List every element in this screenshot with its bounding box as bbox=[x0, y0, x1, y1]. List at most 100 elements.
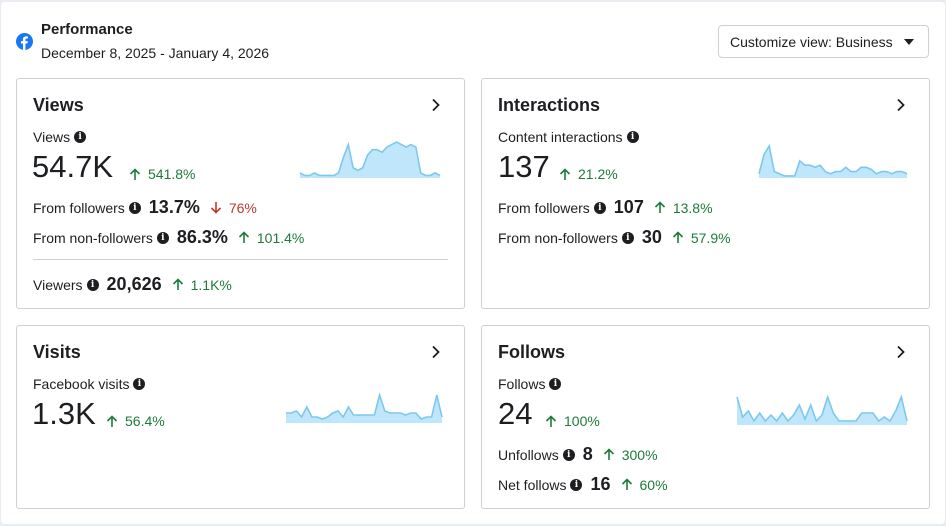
views-metric-label: Views i bbox=[33, 129, 87, 145]
from-followers-label: From followers bbox=[33, 199, 125, 216]
interactions-change-text: 21.2% bbox=[578, 166, 618, 182]
unfollows-row: Unfollows i 8 300% bbox=[498, 444, 658, 465]
from-non-followers-label: From non-followers bbox=[498, 229, 618, 246]
from-followers-value: 13.7% bbox=[148, 197, 200, 217]
follows-label-text: Follows bbox=[498, 376, 546, 392]
interactions-card-title: Interactions bbox=[498, 95, 601, 115]
chevron-right-icon[interactable] bbox=[896, 345, 906, 359]
from-followers-value: 107 bbox=[613, 197, 644, 217]
net-follows-label: Net follows bbox=[498, 476, 567, 493]
sparkline-line bbox=[736, 394, 908, 423]
views-card[interactable]: Views Views i 54.7K 541.8% From follower… bbox=[16, 78, 465, 309]
unfollows-change: 300% bbox=[603, 447, 658, 463]
visits-label-text: Facebook visits bbox=[33, 376, 130, 392]
customize-view-label: Customize view: Business bbox=[730, 33, 893, 50]
interactions-label-text: Content interactions bbox=[498, 129, 623, 145]
follows-change: 100% bbox=[545, 413, 600, 429]
from-followers-change-text: 76% bbox=[228, 199, 257, 216]
arrow-up-icon bbox=[172, 278, 183, 290]
net-follows-row: Net follows i 16 60% bbox=[498, 474, 668, 495]
from-non-followers-value: 30 bbox=[641, 227, 662, 247]
from-non-followers-value: 86.3% bbox=[176, 227, 228, 247]
unfollows-label: Unfollows bbox=[498, 446, 559, 463]
follows-metric-label: Follows i bbox=[498, 376, 562, 392]
interactions-from-non-followers-row: From non-followers i 30 57.9% bbox=[498, 227, 731, 248]
visits-value: 1.3K bbox=[32, 396, 96, 431]
info-icon[interactable]: i bbox=[621, 231, 634, 244]
follows-value: 24 bbox=[498, 396, 533, 431]
interactions-value: 137 bbox=[498, 149, 550, 184]
arrow-up-icon bbox=[129, 167, 141, 180]
sparkline-area bbox=[759, 146, 907, 178]
sparkline-area bbox=[300, 142, 440, 178]
follows-change-text: 100% bbox=[564, 413, 600, 429]
arrow-up-icon bbox=[106, 414, 118, 427]
visits-sparkline bbox=[286, 392, 443, 423]
chevron-right-icon[interactable] bbox=[896, 98, 906, 112]
visits-card-title: Visits bbox=[33, 342, 81, 362]
from-non-followers-label: From non-followers bbox=[33, 229, 153, 246]
viewers-change: 1.1K% bbox=[172, 277, 232, 293]
interactions-card[interactable]: Interactions Content interactions i 137 … bbox=[481, 78, 930, 309]
info-icon[interactable]: i bbox=[74, 131, 87, 143]
arrow-up-icon bbox=[654, 201, 665, 213]
viewers-label: Viewers bbox=[33, 276, 83, 293]
sparkline-line bbox=[299, 141, 441, 177]
follows-card-title: Follows bbox=[498, 342, 565, 362]
interactions-change: 21.2% bbox=[559, 166, 618, 182]
viewers-value: 20,626 bbox=[106, 274, 162, 294]
net-follows-change-text: 60% bbox=[639, 476, 668, 493]
viewers-row: Viewers i 20,626 1.1K% bbox=[33, 274, 232, 295]
views-value: 54.7K bbox=[32, 149, 114, 184]
caret-down-icon bbox=[904, 39, 914, 45]
views-change-text: 541.8% bbox=[148, 166, 196, 182]
interactions-sparkline bbox=[758, 143, 908, 178]
sparkline-line bbox=[758, 143, 908, 177]
sparkline-area bbox=[286, 395, 442, 423]
from-followers-change-text: 13.8% bbox=[672, 199, 713, 216]
from-followers-change: 13.8% bbox=[654, 200, 713, 216]
info-icon[interactable]: i bbox=[128, 201, 141, 214]
arrow-up-icon bbox=[603, 448, 614, 460]
info-icon[interactable]: i bbox=[593, 201, 606, 214]
info-icon[interactable]: i bbox=[626, 131, 639, 143]
chevron-right-icon[interactable] bbox=[431, 98, 441, 112]
customize-view-dropdown[interactable]: Customize view: Business bbox=[718, 25, 929, 58]
info-icon[interactable]: i bbox=[156, 231, 169, 244]
unfollows-change-text: 300% bbox=[621, 446, 658, 463]
info-icon[interactable]: i bbox=[549, 378, 562, 390]
views-sparkline bbox=[299, 141, 441, 178]
from-non-followers-change-text: 101.4% bbox=[256, 229, 305, 246]
net-follows-change: 60% bbox=[621, 477, 668, 493]
net-follows-value: 16 bbox=[590, 474, 611, 494]
visits-change: 56.4% bbox=[106, 413, 165, 429]
visits-metric-label: Facebook visits i bbox=[33, 376, 146, 392]
viewers-change-text: 1.1K% bbox=[190, 276, 232, 293]
follows-sparkline bbox=[736, 394, 908, 425]
date-range: December 8, 2025 - January 4, 2026 bbox=[41, 45, 270, 61]
from-non-followers-change-text: 57.9% bbox=[690, 229, 731, 246]
info-icon[interactable]: i bbox=[133, 378, 146, 390]
chevron-right-icon[interactable] bbox=[431, 345, 441, 359]
sparkline-line bbox=[286, 392, 443, 420]
views-change: 541.8% bbox=[129, 166, 195, 182]
arrow-up-icon bbox=[238, 231, 249, 243]
from-non-followers-change: 57.9% bbox=[672, 230, 731, 246]
from-followers-change: 76% bbox=[210, 200, 257, 216]
interactions-from-followers-row: From followers i 107 13.8% bbox=[498, 197, 713, 218]
info-icon[interactable]: i bbox=[570, 478, 583, 491]
info-icon[interactable]: i bbox=[86, 278, 99, 291]
interactions-metric-label: Content interactions i bbox=[498, 129, 639, 145]
from-non-followers-change: 101.4% bbox=[238, 230, 304, 246]
arrow-up-icon bbox=[621, 478, 632, 490]
views-from-followers-row: From followers i 13.7% 76% bbox=[33, 197, 257, 218]
follows-card[interactable]: Follows Follows i 24 100% Unfollows i 8 … bbox=[481, 325, 930, 509]
info-icon[interactable]: i bbox=[562, 448, 575, 461]
arrow-up-icon bbox=[545, 414, 557, 427]
sparkline-area bbox=[737, 397, 907, 425]
visits-card[interactable]: Visits Facebook visits i 1.3K 56.4% bbox=[16, 325, 465, 509]
page-title: Performance bbox=[41, 21, 133, 38]
unfollows-value: 8 bbox=[582, 444, 593, 464]
arrow-up-icon bbox=[672, 231, 683, 243]
